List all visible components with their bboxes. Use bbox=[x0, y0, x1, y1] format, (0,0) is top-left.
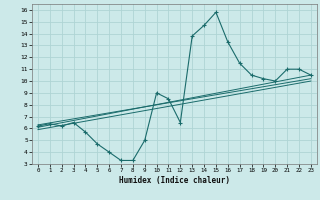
X-axis label: Humidex (Indice chaleur): Humidex (Indice chaleur) bbox=[119, 176, 230, 185]
